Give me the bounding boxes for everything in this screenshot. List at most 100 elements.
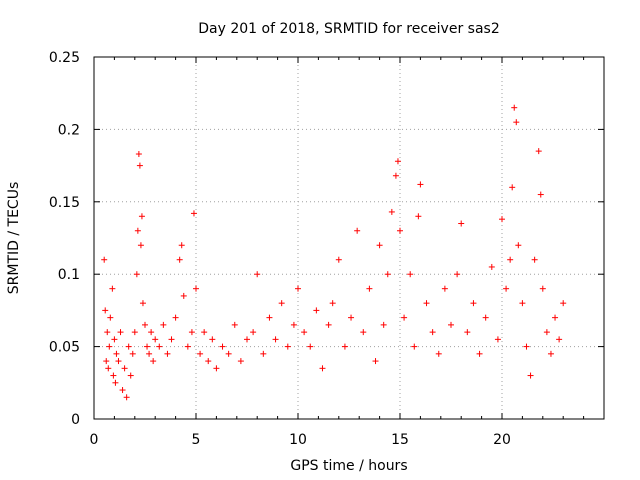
data-point — [515, 242, 522, 249]
data-point — [110, 372, 117, 379]
data-point — [319, 365, 326, 372]
data-point — [301, 329, 308, 336]
data-point — [127, 372, 134, 379]
data-point — [164, 350, 171, 357]
data-point — [184, 343, 191, 350]
data-point — [193, 285, 199, 292]
data-point — [101, 256, 108, 263]
data-point — [411, 343, 418, 350]
data-point — [244, 336, 250, 343]
data-point — [392, 172, 399, 179]
data-point — [543, 329, 550, 336]
data-point — [197, 350, 204, 357]
y-tick-label: 0.25 — [49, 50, 80, 66]
data-point — [348, 314, 355, 321]
data-point — [201, 329, 208, 336]
grid-lines — [94, 57, 604, 419]
data-point — [190, 210, 197, 217]
data-point — [401, 314, 408, 321]
data-point — [213, 365, 220, 372]
data-point — [360, 329, 367, 336]
data-point — [168, 336, 175, 343]
data-point — [354, 227, 361, 234]
data-point — [335, 256, 342, 263]
data-point — [509, 184, 516, 191]
data-point — [152, 336, 159, 343]
data-point — [129, 350, 136, 357]
data-point — [219, 343, 226, 350]
data-point — [117, 329, 124, 336]
y-tick-label: 0 — [71, 412, 80, 428]
data-point — [209, 336, 216, 343]
data-point — [176, 256, 183, 263]
data-point — [136, 162, 143, 169]
data-point — [394, 158, 401, 165]
data-point — [376, 242, 383, 249]
data-point — [131, 329, 138, 336]
data-points — [101, 104, 567, 401]
data-point — [115, 358, 122, 365]
data-point — [458, 220, 465, 227]
data-point — [146, 350, 153, 357]
data-point — [464, 329, 471, 336]
data-point — [552, 314, 559, 321]
data-point — [429, 329, 436, 336]
data-point — [103, 358, 110, 365]
data-point — [537, 191, 544, 198]
y-tick-label: 0.2 — [58, 122, 80, 138]
data-point — [384, 271, 391, 278]
data-point — [205, 358, 212, 365]
data-point — [102, 307, 109, 314]
data-point — [560, 300, 567, 307]
y-tick-label: 0.05 — [49, 340, 80, 356]
data-point — [231, 321, 238, 328]
data-point — [260, 350, 267, 357]
data-point — [423, 300, 430, 307]
data-point — [121, 365, 128, 372]
y-axis-label: SRMTID / TECUs — [6, 182, 22, 295]
data-point — [266, 314, 273, 321]
plot-frame — [93, 56, 605, 420]
data-point — [435, 350, 442, 357]
data-point — [178, 242, 185, 249]
data-point — [380, 321, 387, 328]
data-point — [254, 271, 261, 278]
data-point — [112, 379, 119, 386]
data-point — [134, 227, 141, 234]
data-point — [507, 256, 514, 263]
data-point — [556, 336, 563, 343]
data-point — [139, 300, 146, 307]
data-point — [156, 343, 163, 350]
data-point — [448, 321, 454, 328]
data-point — [111, 336, 118, 343]
x-tick-label: 10 — [289, 432, 307, 448]
data-point — [172, 314, 179, 321]
data-point — [482, 314, 489, 321]
data-point — [539, 285, 546, 292]
y-tick-label: 0.15 — [49, 195, 80, 211]
data-point — [107, 314, 114, 321]
data-point — [511, 104, 518, 111]
data-point — [123, 394, 130, 401]
data-point — [535, 148, 542, 155]
data-point — [341, 343, 348, 350]
x-tick-label: 15 — [391, 432, 409, 448]
data-point — [272, 336, 279, 343]
data-point — [109, 285, 116, 292]
data-point — [104, 329, 111, 336]
data-point — [137, 242, 144, 249]
data-point — [547, 350, 554, 357]
data-point — [148, 329, 155, 336]
data-point — [150, 358, 157, 365]
data-point — [503, 285, 510, 292]
data-point — [513, 119, 520, 126]
data-point — [313, 307, 320, 314]
data-point — [397, 227, 403, 234]
data-point — [119, 387, 126, 394]
data-point — [527, 372, 534, 379]
data-point — [523, 343, 530, 350]
data-point — [499, 216, 505, 223]
data-point — [133, 271, 140, 278]
data-point — [188, 329, 195, 336]
